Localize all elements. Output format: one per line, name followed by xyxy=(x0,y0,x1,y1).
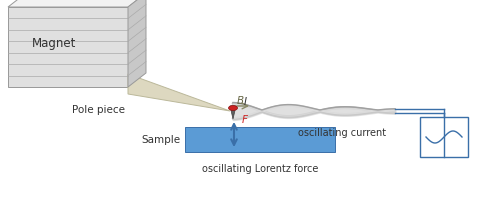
Bar xyxy=(185,127,335,152)
Polygon shape xyxy=(230,106,236,119)
Text: oscillating current: oscillating current xyxy=(298,127,386,137)
Text: oscillating Lorentz force: oscillating Lorentz force xyxy=(202,163,318,173)
Polygon shape xyxy=(8,0,146,8)
Text: F: F xyxy=(242,114,248,124)
Text: B: B xyxy=(236,95,244,105)
Text: I: I xyxy=(244,96,246,106)
Bar xyxy=(420,118,468,157)
Ellipse shape xyxy=(228,106,237,111)
Polygon shape xyxy=(128,0,146,88)
Polygon shape xyxy=(8,8,128,88)
Text: Sample: Sample xyxy=(141,135,180,145)
Polygon shape xyxy=(128,75,230,111)
Text: Magnet: Magnet xyxy=(32,37,76,50)
Text: Pole piece: Pole piece xyxy=(72,104,124,114)
